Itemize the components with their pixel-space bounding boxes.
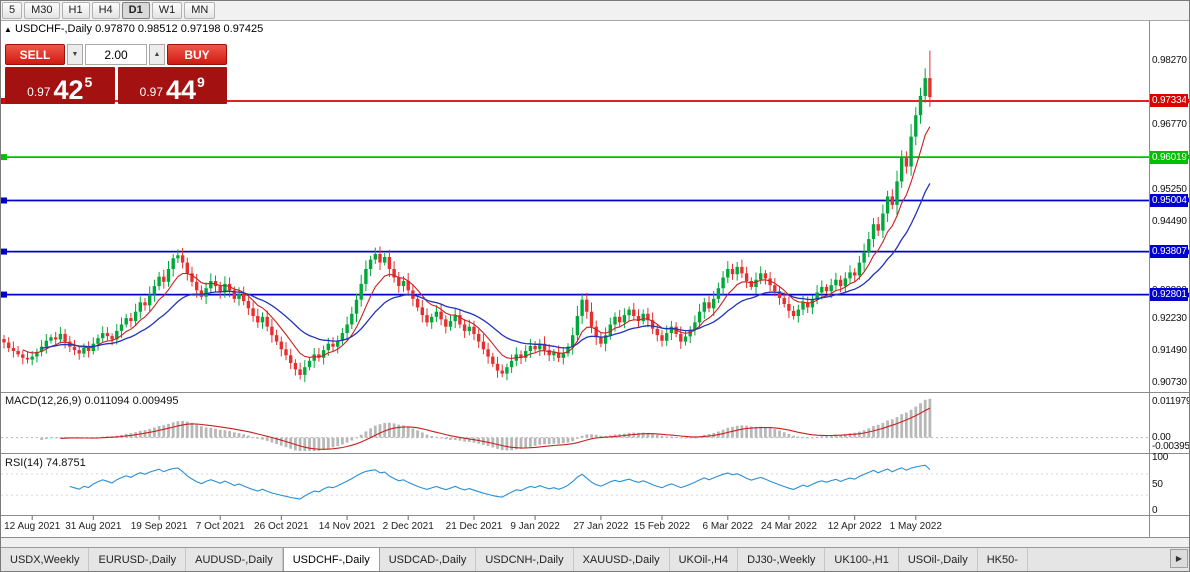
- timeframe-button-h1[interactable]: H1: [61, 2, 90, 19]
- buy-price-display: 0.97 44 9: [117, 67, 227, 105]
- chart-title: USDCHF-,Daily 0.97870 0.98512 0.97198 0.…: [15, 23, 263, 35]
- price-axis-tick: 0.96770: [1152, 119, 1187, 131]
- time-axis-label: 26 Oct 2021: [254, 521, 309, 532]
- price-axis-tick: 0.92230: [1152, 312, 1187, 324]
- time-axis-label: 12 Aug 2021: [4, 521, 61, 532]
- buy-button[interactable]: BUY: [167, 44, 227, 65]
- timeframe-toolbar: 5 M30 H1 H4 D1 W1 MN: [1, 1, 1189, 21]
- time-axis-label: 14 Nov 2021: [318, 521, 376, 532]
- macd-indicator-label: MACD(12,26,9) 0.011094 0.009495: [5, 395, 179, 407]
- price-axis-tick: 0.98270: [1152, 55, 1187, 66]
- rsi-axis-50: 50: [1152, 478, 1163, 490]
- timeframe-button-m30[interactable]: M30: [24, 2, 60, 19]
- time-axis-label: 12 Apr 2022: [827, 521, 882, 532]
- chart-symbol-label: USDCHF-,Daily: [15, 23, 92, 35]
- price-level-badge: 0.93807: [1150, 245, 1188, 259]
- timeframe-button-d1[interactable]: D1: [121, 2, 150, 19]
- sell-price-point: 5: [84, 74, 93, 90]
- time-axis-label: 31 Aug 2021: [65, 521, 122, 532]
- price-level-badge: 0.92801: [1150, 288, 1188, 302]
- rsi-indicator-label: RSI(14) 74.8751: [5, 457, 86, 469]
- tab-scroll-right-button[interactable]: ▶: [1170, 549, 1188, 568]
- buy-price-pips: 44: [166, 75, 197, 105]
- sell-price-display: 0.97 42 5: [5, 67, 115, 104]
- macd-axis-min: -0.00395: [1152, 441, 1190, 452]
- timeframe-button-mn[interactable]: MN: [184, 2, 216, 19]
- time-axis-label: 21 Dec 2021: [445, 521, 503, 532]
- time-axis-label: 2 Dec 2021: [382, 521, 434, 532]
- chart-tab-eurusd-daily[interactable]: EURUSD-,Daily: [89, 548, 187, 571]
- macd-axis-max: 0.011979: [1152, 396, 1190, 407]
- time-axis-label: 24 Mar 2022: [760, 521, 817, 532]
- sell-price-prefix: 0.97: [27, 85, 51, 99]
- chart-ohlc-values: 0.97870 0.98512 0.97198 0.97425: [95, 23, 264, 35]
- chart-tab-usdcad-daily[interactable]: USDCAD-,Daily: [379, 548, 477, 571]
- volume-decrease-button[interactable]: ▼: [67, 44, 83, 65]
- volume-increase-button[interactable]: ▲: [149, 44, 165, 65]
- time-axis-label: 15 Feb 2022: [633, 521, 691, 532]
- price-level-badge: 0.97334: [1150, 94, 1188, 108]
- timeframe-button-5[interactable]: 5: [2, 2, 23, 19]
- price-axis-tick: 0.95250: [1152, 183, 1187, 195]
- hline-axis-marker[interactable]: [1185, 153, 1189, 162]
- chart-tab-ukoil-h4[interactable]: UKOil-,H4: [669, 548, 739, 571]
- rsi-axis-100: 100: [1152, 452, 1169, 463]
- chart-tab-hk50-[interactable]: HK50-: [977, 548, 1028, 571]
- hline-axis-marker[interactable]: [1185, 96, 1189, 105]
- rsi-axis-0: 0: [1152, 505, 1158, 516]
- time-axis-label: 7 Oct 2021: [195, 521, 245, 532]
- price-axis-tick: 0.94490: [1152, 216, 1187, 228]
- timeframe-button-h4[interactable]: H4: [91, 2, 120, 19]
- trade-panel-collapse-icon[interactable]: ▲: [4, 25, 12, 34]
- hline-axis-marker[interactable]: [1185, 196, 1189, 205]
- chart-tab-xauusd-daily[interactable]: XAUUSD-,Daily: [573, 548, 670, 571]
- buy-price-point: 9: [197, 74, 205, 90]
- chart-tab-uk100-h1[interactable]: UK100-,H1: [825, 548, 899, 571]
- price-level-badge: 0.96019: [1150, 150, 1188, 164]
- chart-tab-bar: USDX,Weekly EURUSD-,Daily AUDUSD-,Daily USD…: [1, 547, 1189, 571]
- price-axis-tick: 0.90730: [1152, 377, 1187, 389]
- buy-price-prefix: 0.97: [139, 85, 163, 99]
- chart-tab-usoil-daily[interactable]: USOil-,Daily: [898, 548, 978, 571]
- chart-tab-usdx-weekly[interactable]: USDX,Weekly: [1, 548, 90, 571]
- price-axis-tick: 0.91490: [1152, 344, 1187, 356]
- sell-price-pips: 42: [53, 75, 84, 105]
- sell-button[interactable]: SELL: [5, 44, 65, 65]
- hline-axis-marker[interactable]: [1185, 290, 1189, 299]
- macd-axis-zero: 0.00: [1152, 431, 1171, 443]
- time-axis-label: 9 Jan 2022: [510, 521, 560, 532]
- chart-tab-audusd-daily[interactable]: AUDUSD-,Daily: [186, 548, 283, 571]
- price-level-badge: 0.95004: [1150, 193, 1188, 207]
- time-axis-label: 6 Mar 2022: [702, 521, 754, 532]
- chart-tab-usdcnh-daily[interactable]: USDCNH-,Daily: [476, 548, 574, 571]
- timeframe-button-w1[interactable]: W1: [151, 2, 183, 19]
- volume-input[interactable]: [85, 44, 147, 65]
- hline-axis-marker[interactable]: [1185, 247, 1189, 256]
- chart-tab-dj30-weekly[interactable]: DJ30-,Weekly: [738, 548, 826, 571]
- time-axis-label: 27 Jan 2022: [573, 521, 629, 532]
- time-axis-label: 19 Sep 2021: [130, 521, 188, 532]
- one-click-trade-panel: SELL ▼ ▲ BUY 0.97 42 5 0.97 44 9: [5, 44, 227, 104]
- chart-tab-usdchf-daily[interactable]: USDCHF-,Daily: [282, 548, 380, 571]
- time-axis-label: 1 May 2022: [889, 521, 942, 532]
